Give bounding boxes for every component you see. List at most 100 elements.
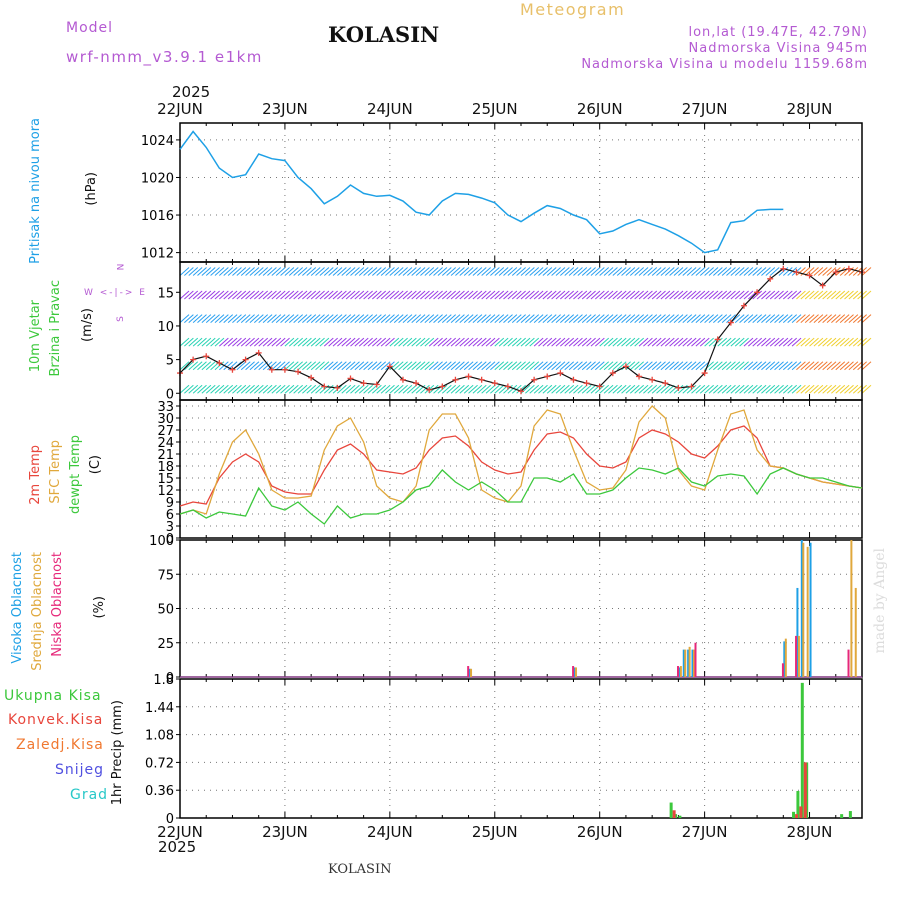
wind-barb: [664, 314, 675, 323]
wind-barb: [402, 290, 413, 300]
wind-barb: [787, 290, 798, 300]
wind-gust-marker: [360, 380, 367, 387]
wind-barb: [608, 384, 618, 394]
wind-barb: [861, 361, 872, 371]
wind-barb: [337, 384, 347, 394]
wind-barb: [660, 267, 671, 276]
wind-barb: [398, 361, 408, 371]
wind-barb: [835, 337, 846, 347]
wind-barb: [743, 337, 754, 347]
wind-barb: [227, 267, 238, 276]
wind-barb: [297, 314, 308, 323]
wind-barb: [542, 337, 553, 347]
wind-barb: [682, 337, 693, 347]
wind-barb: [385, 384, 395, 394]
wind-barb: [774, 384, 784, 394]
wind-barb: [695, 314, 706, 323]
wind-barb: [205, 290, 216, 300]
wind-barb: [455, 384, 465, 394]
wind-barb: [590, 337, 601, 347]
wind-barb: [546, 314, 557, 323]
wind-barb: [822, 337, 832, 347]
wind-barb: [817, 314, 828, 323]
y-tick-label: 12: [157, 484, 174, 499]
wind-barb: [363, 384, 373, 394]
wind-barb: [389, 314, 400, 323]
wind-gust-marker: [793, 269, 800, 276]
wind-barb: [227, 337, 238, 347]
wind-barb: [638, 267, 649, 276]
wind-barb: [831, 314, 841, 323]
wind-barb: [389, 337, 400, 347]
wind-barb: [223, 314, 234, 323]
wind-barb: [634, 337, 644, 347]
wind-barb: [476, 384, 487, 394]
mid-cloud-bar: [784, 638, 787, 677]
wind-barb: [616, 361, 627, 371]
wind-barb: [358, 384, 369, 394]
wind-barb: [223, 361, 234, 371]
wind-gust-marker: [701, 370, 708, 377]
x-tick-label-bottom: 23JUN: [262, 823, 308, 841]
wind-barb: [315, 267, 325, 276]
wind-barb: [463, 361, 474, 371]
wind-barb: [262, 361, 273, 371]
wind-barb: [546, 361, 557, 371]
wind-barb: [345, 337, 356, 347]
wind-barb: [796, 384, 806, 394]
wind-barb: [507, 290, 518, 300]
wind-barb: [337, 267, 347, 276]
wind-barb: [546, 384, 557, 394]
wind-gust-marker: [740, 302, 747, 309]
wind-barb: [275, 267, 286, 276]
wind-barb: [411, 314, 422, 323]
x-tick-label-top: 26JUN: [577, 100, 623, 118]
y-tick-label: 1.8: [153, 673, 174, 688]
wind-barb: [463, 314, 474, 323]
wind-barb: [743, 384, 754, 394]
wind-barb: [179, 267, 190, 276]
wind-barb: [861, 290, 872, 300]
wind-barb: [201, 267, 212, 276]
wind-barb: [581, 361, 592, 371]
y-tick-label: 100: [149, 534, 174, 549]
wind-barb: [184, 361, 194, 371]
wind-barb: [201, 361, 212, 371]
wind-barb: [678, 290, 688, 300]
wind-barb: [739, 267, 749, 276]
wind-gust-marker: [780, 265, 787, 272]
wind-barb: [376, 337, 387, 347]
wind-barb: [232, 267, 242, 276]
wind-barb: [538, 290, 548, 300]
wind-barb: [345, 267, 356, 276]
wind-barb: [612, 314, 623, 323]
mid-cloud-bar: [802, 542, 805, 677]
wind-barb: [240, 384, 251, 394]
wind-barb: [791, 314, 802, 323]
wind-barb: [713, 384, 723, 394]
wind-barb: [568, 337, 579, 347]
wind-barb: [844, 290, 854, 300]
wind-barb: [441, 267, 452, 276]
wind-barb: [691, 267, 701, 276]
wind-barb: [717, 361, 728, 371]
high-cloud-bar: [573, 667, 576, 677]
wind-barb: [564, 290, 575, 300]
wind-barb: [599, 314, 610, 323]
wind-barb: [529, 290, 540, 300]
wind-barb: [686, 314, 697, 323]
wind-barb: [350, 290, 360, 300]
wind-barb: [555, 384, 566, 394]
wind-barb: [354, 314, 365, 323]
wind-barb: [752, 337, 763, 347]
wind-gust-marker: [845, 265, 852, 272]
wind-barb: [498, 337, 509, 347]
wind-barb: [284, 290, 295, 300]
wind-barb: [787, 384, 798, 394]
total-precip-bar: [800, 682, 804, 818]
wind-barb: [201, 384, 212, 394]
wind-barb: [280, 384, 290, 394]
wind-barb: [341, 361, 352, 371]
wind-barb: [223, 290, 234, 300]
